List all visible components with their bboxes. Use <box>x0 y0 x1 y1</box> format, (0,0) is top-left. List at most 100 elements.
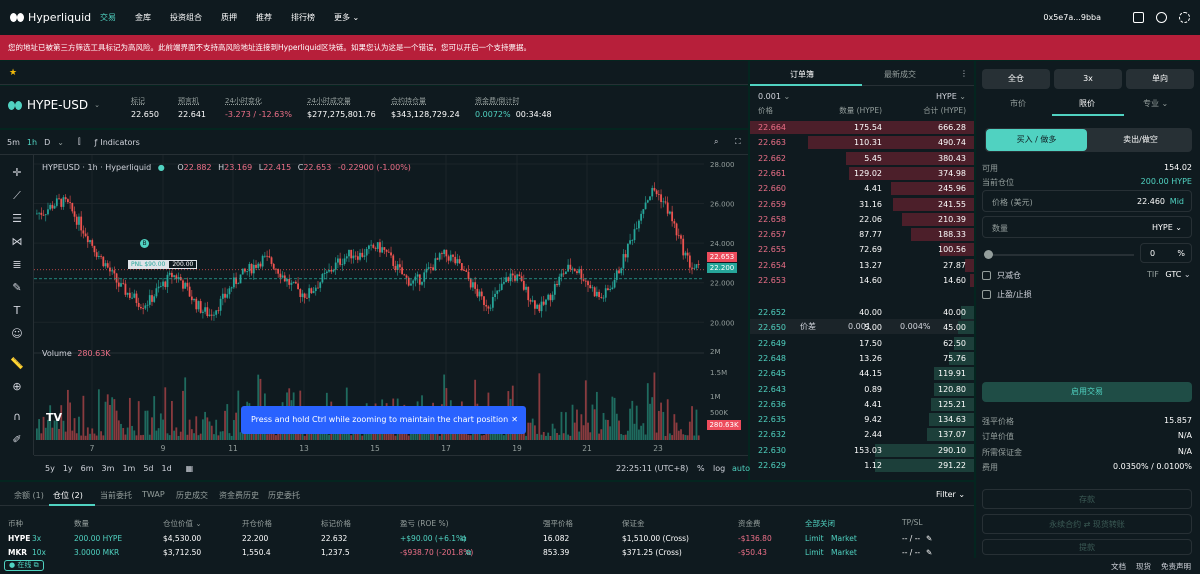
ask-row[interactable]: 22.663 110.31 490.74 <box>750 135 974 150</box>
pattern-icon[interactable]: ⋈ <box>11 235 23 248</box>
cell-market[interactable]: Market <box>831 534 857 543</box>
close-icon[interactable]: ✕ <box>511 415 518 424</box>
tab-market[interactable]: 市价 <box>1010 99 1026 108</box>
disclaimer-link[interactable]: 免责声明 <box>1161 562 1191 571</box>
mobile-icon[interactable] <box>1133 12 1144 23</box>
bid-row[interactable]: 22.632 2.44 137.07 <box>750 427 974 442</box>
indicators-icon[interactable]: ƒ <box>94 137 98 147</box>
interval-1h[interactable]: 1h <box>26 137 38 147</box>
range-6m[interactable]: 6m <box>80 463 94 473</box>
more-vertical-icon[interactable]: ⋮ <box>960 69 968 78</box>
docs-link[interactable]: 文档 <box>1111 562 1126 571</box>
tab-orderbook[interactable]: 订单簿 <box>790 70 814 79</box>
bid-row[interactable]: 22.636 4.41 125.21 <box>750 397 974 412</box>
tab-limit[interactable]: 限价 <box>1079 99 1095 108</box>
tab-trades[interactable]: 最新成交 <box>884 70 916 79</box>
tradingview-logo-icon[interactable]: TV <box>46 411 63 424</box>
ask-row[interactable]: 22.655 72.69 100.56 <box>750 242 974 257</box>
tab-twap[interactable]: TWAP <box>142 490 165 499</box>
col-header[interactable]: 仓位价值 ⌄ <box>163 519 202 528</box>
calendar-icon[interactable]: ▦ <box>185 463 194 473</box>
interval-5m[interactable]: 5m <box>7 137 20 147</box>
bid-row[interactable]: 22.649 17.50 62.50 <box>750 336 974 351</box>
percent-input[interactable]: 0 % <box>1140 243 1192 263</box>
enable-trading-button[interactable]: 启用交易 <box>982 382 1192 402</box>
ask-row[interactable]: 22.658 22.06 210.39 <box>750 212 974 227</box>
nav-staking[interactable]: 质押 <box>221 13 237 22</box>
sell-short-button[interactable]: 卖出/做空 <box>1123 135 1158 144</box>
emoji-icon[interactable]: ☺ <box>11 327 23 340</box>
search-icon[interactable]: ⌕ <box>714 137 719 146</box>
range-1y[interactable]: 1y <box>62 463 73 473</box>
range-5y[interactable]: 5y <box>45 463 55 473</box>
tab-funding-history[interactable]: 资金费历史 <box>219 491 259 500</box>
bid-row[interactable]: 22.645 44.15 119.91 <box>750 366 974 381</box>
crosshair-icon[interactable]: ✛ <box>12 166 22 179</box>
unit-select[interactable]: HYPE ⌄ <box>936 92 966 101</box>
tp-sl-checkbox[interactable]: 止盈/止损 <box>982 289 1032 300</box>
price-input[interactable]: 价格 (美元) 22.460 Mid <box>982 190 1192 212</box>
mid-button[interactable]: Mid <box>1169 197 1184 206</box>
clock[interactable]: 22:25:11 (UTC+8) <box>616 463 689 473</box>
range-1m[interactable]: 1m <box>122 463 136 473</box>
nav-more[interactable]: 更多 ⌄ <box>334 12 359 23</box>
ask-row[interactable]: 22.659 31.16 241.55 <box>750 197 974 212</box>
leverage-button[interactable]: 3x <box>1054 69 1122 89</box>
bid-row[interactable]: 22.643 0.89 120.80 <box>750 382 974 397</box>
tab-trade-history[interactable]: 历史成交 <box>176 491 208 500</box>
quantity-input[interactable]: 数量 HYPE ⌄ <box>982 216 1192 238</box>
edit-icon[interactable]: ✎ <box>926 534 933 543</box>
tab-positions[interactable]: 仓位 (2) <box>53 491 83 500</box>
zoom-in-icon[interactable]: ⊕ <box>12 380 22 393</box>
trendline-icon[interactable]: ⟋ <box>13 189 21 202</box>
globe-icon[interactable] <box>1156 12 1167 23</box>
nav-trade[interactable]: 交易 <box>100 13 116 22</box>
log-toggle[interactable]: log <box>713 463 726 473</box>
margin-mode-button[interactable]: 全仓 <box>982 69 1050 89</box>
deposit-button[interactable]: 存款 <box>982 489 1192 509</box>
cell-limit[interactable]: Limit <box>805 548 824 557</box>
range-3m[interactable]: 3m <box>101 463 115 473</box>
ask-row[interactable]: 22.654 13.27 27.87 <box>750 258 974 273</box>
nav-leaderboard[interactable]: 排行榜 <box>291 13 315 22</box>
spot-link[interactable]: 现货 <box>1136 562 1151 571</box>
range-5d[interactable]: 5d <box>143 463 154 473</box>
tif-select[interactable]: TIF GTC ⌄ <box>1147 270 1191 279</box>
buy-long-button[interactable]: 买入 / 做多 <box>986 129 1087 151</box>
tab-order-history[interactable]: 历史委托 <box>268 491 300 500</box>
magnet-icon[interactable]: ∩ <box>12 410 22 423</box>
tab-balances[interactable]: 余额 (1) <box>14 491 44 500</box>
horizontal-lines-icon[interactable]: ☰ <box>12 212 22 225</box>
bid-row[interactable]: 22.652 40.00 40.00 <box>750 305 974 320</box>
star-icon[interactable]: ★ <box>9 68 18 78</box>
precision-select[interactable]: 0.001 ⌄ <box>758 92 790 101</box>
reduce-only-checkbox[interactable]: 只减仓 <box>982 270 1021 281</box>
fib-icon[interactable]: ≣ <box>12 258 22 271</box>
share-icon[interactable]: ⧉ <box>466 548 472 557</box>
bid-row[interactable]: 22.635 9.42 134.63 <box>750 412 974 427</box>
range-1d[interactable]: 1d <box>161 463 172 473</box>
nav-vaults[interactable]: 金库 <box>135 13 151 22</box>
slider-thumb[interactable] <box>984 250 993 259</box>
pair-selector[interactable]: HYPE-USD ⌄ <box>8 98 100 112</box>
col-header[interactable]: 全部关闭 <box>805 519 835 528</box>
ruler-icon[interactable]: 📏 <box>10 357 24 370</box>
bid-row[interactable]: 22.629 1.12 291.22 <box>750 458 974 473</box>
nav-portfolio[interactable]: 投资组合 <box>170 13 202 22</box>
bid-row[interactable]: 22.630 153.03 290.10 <box>750 443 974 458</box>
brush-icon[interactable]: ✎ <box>12 281 22 294</box>
percent-toggle[interactable]: % <box>697 463 705 473</box>
bid-row[interactable]: 22.650 5.00 45.00 <box>750 320 974 335</box>
bid-row[interactable]: 22.648 13.26 75.76 <box>750 351 974 366</box>
logo[interactable]: Hyperliquid <box>10 11 100 24</box>
settings-gear-icon[interactable] <box>1179 12 1190 23</box>
lock-drawing-icon[interactable]: ✐ <box>12 433 22 446</box>
chevron-down-icon[interactable]: ⌄ <box>57 137 64 147</box>
ask-row[interactable]: 22.660 4.41 245.96 <box>750 181 974 196</box>
nav-referrals[interactable]: 推荐 <box>256 13 272 22</box>
auto-toggle[interactable]: auto <box>732 463 751 473</box>
ask-row[interactable]: 22.662 5.45 380.43 <box>750 151 974 166</box>
quantity-unit-select[interactable]: HYPE ⌄ <box>1151 223 1182 232</box>
wallet-address-button[interactable]: 0x5e7a...9bba <box>1043 13 1101 22</box>
ask-row[interactable]: 22.661 129.02 374.98 <box>750 166 974 181</box>
